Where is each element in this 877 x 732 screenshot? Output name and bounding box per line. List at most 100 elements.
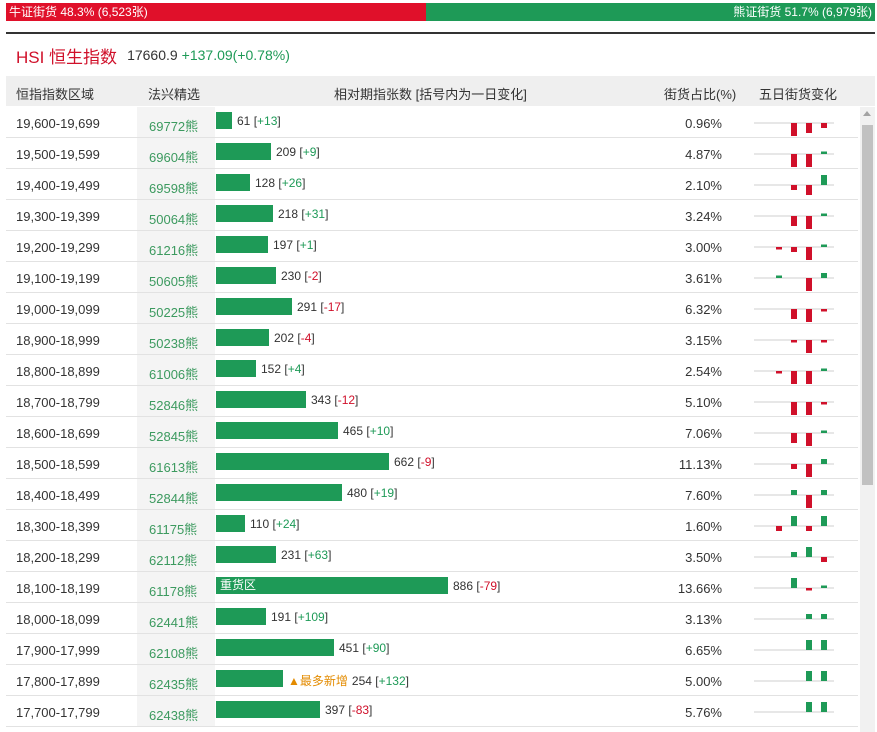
- warrant-code-link[interactable]: 61175熊: [149, 522, 198, 537]
- count-value: 343: [311, 393, 332, 407]
- warrant-code-link[interactable]: 62112熊: [149, 553, 198, 568]
- warrant-code-link[interactable]: 61216熊: [149, 243, 199, 258]
- count-value: 465: [343, 424, 364, 438]
- code-cell: 50605熊: [137, 262, 215, 292]
- sparkline-bar: [791, 433, 797, 443]
- count-text: 191 [+109]: [271, 610, 329, 624]
- warrant-code-link[interactable]: 69772熊: [149, 119, 199, 134]
- five-day-sparkline: [754, 308, 834, 322]
- code-cell: 50238熊: [137, 324, 215, 354]
- sparkline-bar: [806, 526, 812, 531]
- sparkline-bar: [821, 430, 827, 433]
- count-value: 886: [453, 579, 474, 593]
- bull-share-segment: 牛证街货 48.3% (6,523张): [6, 3, 426, 21]
- outstanding-pct: 7.06%: [685, 426, 722, 441]
- count-bar: [216, 453, 389, 470]
- sparkline-bar: [806, 154, 812, 167]
- daily-change-value: -79: [479, 579, 498, 593]
- warrant-code-link[interactable]: 50605熊: [149, 274, 199, 289]
- sparkline-bar: [821, 671, 827, 681]
- table-row: 19,000-19,099 50225熊 291 [-17] 6.32%: [6, 293, 858, 324]
- scroll-thumb[interactable]: [862, 125, 873, 485]
- range-cell: 18,600-18,699: [16, 426, 100, 441]
- five-day-sparkline: [754, 640, 834, 651]
- count-value: 480: [347, 486, 368, 500]
- count-text: 218 [+31]: [278, 207, 329, 221]
- outstanding-pct: 1.60%: [685, 519, 722, 534]
- count-bar: [216, 267, 276, 284]
- five-day-sparkline: [754, 122, 834, 136]
- count-bar: [216, 112, 232, 129]
- count-text: 662 [-9]: [394, 455, 435, 469]
- range-cell: 18,400-18,499: [16, 488, 100, 503]
- count-text: 291 [-17]: [297, 300, 345, 314]
- daily-change-value: -17: [323, 300, 342, 314]
- sparkline-bar: [806, 278, 812, 291]
- five-day-sparkline: [754, 671, 834, 682]
- warrant-code-link[interactable]: 62435熊: [149, 677, 199, 692]
- sparkline-bar: [806, 371, 812, 384]
- warrant-code-link[interactable]: 52846熊: [149, 398, 199, 413]
- warrant-code-link[interactable]: 62438熊: [149, 708, 199, 723]
- table-row: 17,800-17,899 62435熊 ▲最多新增 254 [+132] 5.00%: [6, 665, 858, 696]
- warrant-code-link[interactable]: 61006熊: [149, 367, 199, 382]
- count-value: 128: [255, 176, 276, 190]
- sparkline-bar: [806, 309, 812, 322]
- daily-change-value: +1: [299, 238, 314, 252]
- count-bar: [216, 391, 306, 408]
- header-bar: 相对期指张数 [括号内为一日变化]: [334, 87, 527, 102]
- warrant-code-link[interactable]: 52845熊: [149, 429, 199, 444]
- outstanding-pct: 6.65%: [685, 643, 722, 658]
- five-day-sparkline: [754, 516, 834, 531]
- five-day-sparkline: [754, 368, 834, 384]
- warrant-code-link[interactable]: 69598熊: [149, 181, 199, 196]
- table-row: 19,300-19,399 50064熊 218 [+31] 3.24%: [6, 200, 858, 231]
- sparkline-bar: [791, 552, 797, 557]
- table-row: 18,100-18,199 61178熊 重货区 886 [-79] 13.66%: [6, 572, 858, 603]
- code-cell: 61613熊: [137, 448, 215, 478]
- sparkline-bar: [821, 151, 827, 154]
- five-day-sparkline: [754, 339, 834, 353]
- outstanding-pct: 2.54%: [685, 364, 722, 379]
- vertical-scrollbar[interactable]: [860, 107, 875, 732]
- warrant-code-link[interactable]: 50225熊: [149, 305, 199, 320]
- code-cell: 52846熊: [137, 386, 215, 416]
- daily-change-value: +10: [369, 424, 391, 438]
- sparkline-bar: [806, 185, 812, 195]
- sparkline-bar: [821, 702, 827, 712]
- sparkline-bar: [791, 490, 797, 495]
- warrant-code-link[interactable]: 50238熊: [149, 336, 199, 351]
- outstanding-pct: 0.96%: [685, 116, 722, 131]
- warrant-code-link[interactable]: 69604熊: [149, 150, 199, 165]
- sparkline-bar: [791, 309, 797, 319]
- range-cell: 18,900-18,999: [16, 333, 100, 348]
- index-name: HSI 恒生指数: [16, 47, 118, 67]
- five-day-sparkline: [754, 273, 834, 291]
- sparkline-bar: [776, 247, 782, 250]
- sparkline-bar: [776, 275, 782, 278]
- daily-change-value: +13: [257, 114, 278, 128]
- code-cell: 62435熊: [137, 665, 215, 695]
- count-text: 197 [+1]: [273, 238, 317, 252]
- count-text: 110 [+24]: [250, 517, 300, 531]
- warrant-code-link[interactable]: 61613熊: [149, 460, 199, 475]
- count-value: 230: [281, 269, 302, 283]
- range-cell: 18,300-18,399: [16, 519, 100, 534]
- warrant-table: 19,600-19,699 69772熊 61 [+13] 0.96% 19,500-1…: [6, 107, 858, 727]
- warrant-code-link[interactable]: 52844熊: [149, 491, 199, 506]
- warrant-code-link[interactable]: 50064熊: [149, 212, 199, 227]
- warrant-code-link[interactable]: 62108熊: [149, 646, 199, 661]
- scroll-up-arrow-icon[interactable]: [863, 111, 871, 116]
- warrant-code-link[interactable]: 61178熊: [149, 584, 198, 599]
- sparkline-bar: [821, 585, 827, 588]
- table-row: 19,500-19,599 69604熊 209 [+9] 4.87%: [6, 138, 858, 169]
- bear-share-segment: 熊证街货 51.7% (6,979张): [425, 3, 875, 21]
- warrant-code-link[interactable]: 62441熊: [149, 615, 199, 630]
- code-cell: 69772熊: [137, 107, 215, 137]
- range-cell: 17,800-17,899: [16, 674, 100, 689]
- daily-change-value: +19: [373, 486, 395, 500]
- count-value: 231: [281, 548, 302, 562]
- daily-change-value: -9: [420, 455, 432, 469]
- count-text: 202 [-4]: [274, 331, 315, 345]
- count-value: 191: [271, 610, 292, 624]
